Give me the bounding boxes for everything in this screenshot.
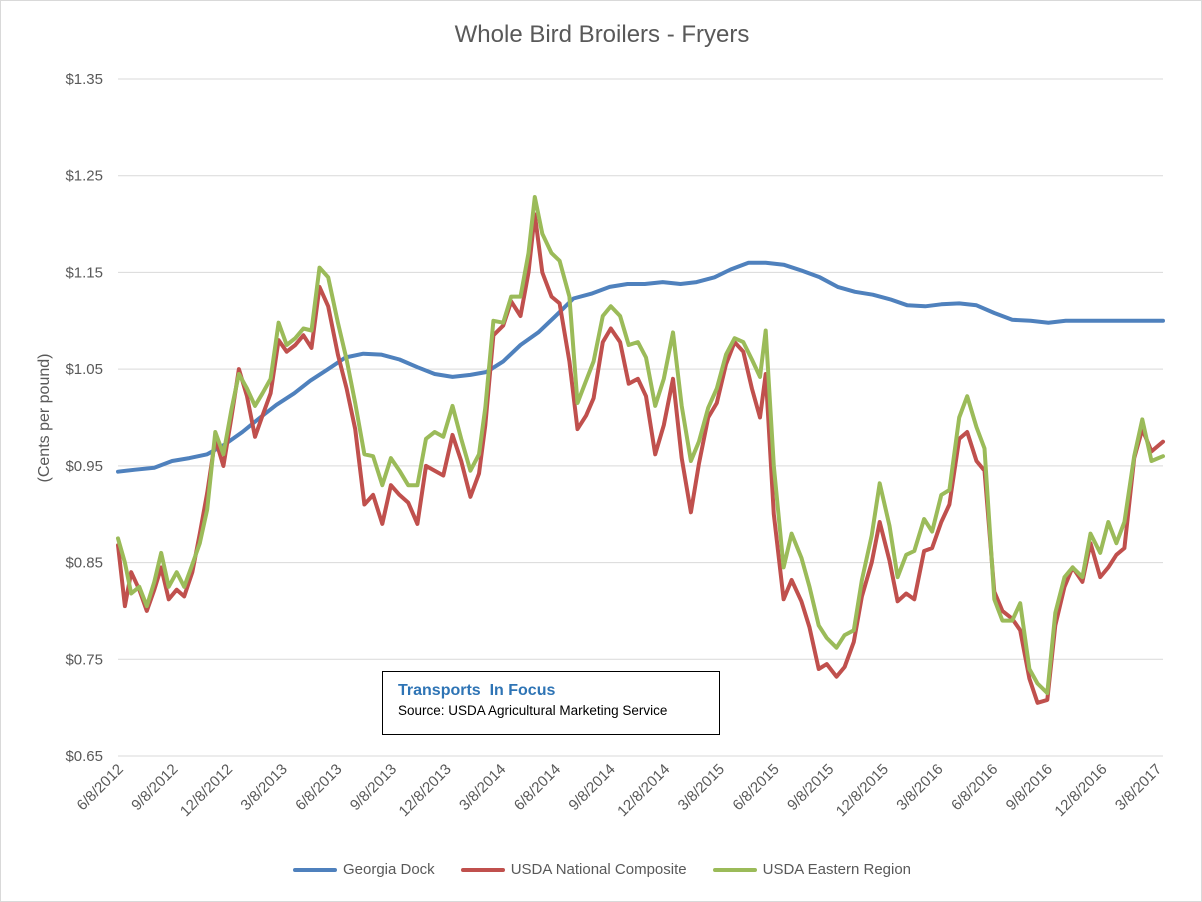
y-tick-label: $0.65: [65, 748, 103, 765]
gridlines: [118, 78, 1163, 757]
series-lines: [116, 195, 1165, 705]
legend-label: Georgia Dock: [342, 861, 435, 878]
legend: Georgia Dock USDA National Composite USDA …: [1, 861, 1202, 878]
series-line-usda-eastern-region: [116, 195, 1165, 696]
x-tick-label: 3/8/2013: [237, 761, 290, 814]
x-tick-label: 6/8/2012: [74, 761, 127, 814]
y-tick-label: $1.15: [65, 264, 103, 281]
legend-swatch: [292, 867, 337, 872]
x-tick-label: 3/8/2015: [675, 761, 728, 814]
x-tick-label: 3/8/2016: [893, 761, 946, 814]
info-box-source: Source: USDA Agricultural Marketing Serv…: [398, 703, 668, 718]
y-axis-ticks: $0.65 $0.75 $0.85 $0.95 $1.05 $1.15 $1.25 $1.35: [65, 71, 103, 765]
chart-title: Whole Bird Broilers - Fryers: [454, 21, 750, 48]
x-tick-label: 12/8/2014: [614, 761, 673, 820]
y-tick-label: $0.85: [65, 555, 103, 572]
y-tick-label: $0.95: [65, 458, 103, 475]
x-tick-label: 9/8/2013: [347, 761, 400, 814]
y-tick-label: $1.05: [65, 361, 103, 378]
legend-label: USDA Eastern Region: [762, 861, 912, 878]
legend-item-georgia-dock: Georgia Dock: [292, 861, 435, 878]
legend-item-usda-eastern-region: USDA Eastern Region: [712, 861, 912, 878]
x-tick-label: 3/8/2014: [456, 761, 509, 814]
y-tick-label: $1.35: [65, 71, 103, 88]
x-tick-label: 9/8/2012: [128, 761, 181, 814]
x-tick-label: 9/8/2015: [784, 761, 837, 814]
series-line-georgia-dock: [116, 260, 1165, 474]
series-line-usda-national-composite: [116, 212, 1165, 705]
x-tick-label: 6/8/2013: [292, 761, 345, 814]
legend-swatch: [460, 867, 505, 872]
x-tick-label: 12/8/2013: [396, 761, 455, 820]
x-tick-label: 6/8/2015: [729, 761, 782, 814]
info-box-title: Transports In Focus: [398, 682, 556, 699]
x-tick-label: 6/8/2016: [948, 761, 1001, 814]
y-axis-label: (Cents per pound): [36, 354, 53, 483]
y-tick-label: $1.25: [65, 168, 103, 185]
x-tick-label: 9/8/2016: [1003, 761, 1056, 814]
x-tick-label: 12/8/2012: [177, 761, 236, 820]
x-tick-label: 6/8/2014: [511, 761, 564, 814]
info-box: Transports In Focus Source: USDA Agricul…: [382, 671, 720, 735]
x-tick-label: 3/8/2017: [1112, 761, 1165, 814]
y-tick-label: $0.75: [65, 651, 103, 668]
legend-swatch: [712, 867, 757, 872]
x-tick-label: 9/8/2014: [565, 761, 618, 814]
x-tick-label: 12/8/2015: [833, 761, 892, 820]
legend-label: USDA National Composite: [510, 861, 687, 878]
legend-item-usda-national-composite: USDA National Composite: [460, 861, 687, 878]
x-tick-label: 12/8/2016: [1051, 761, 1110, 820]
